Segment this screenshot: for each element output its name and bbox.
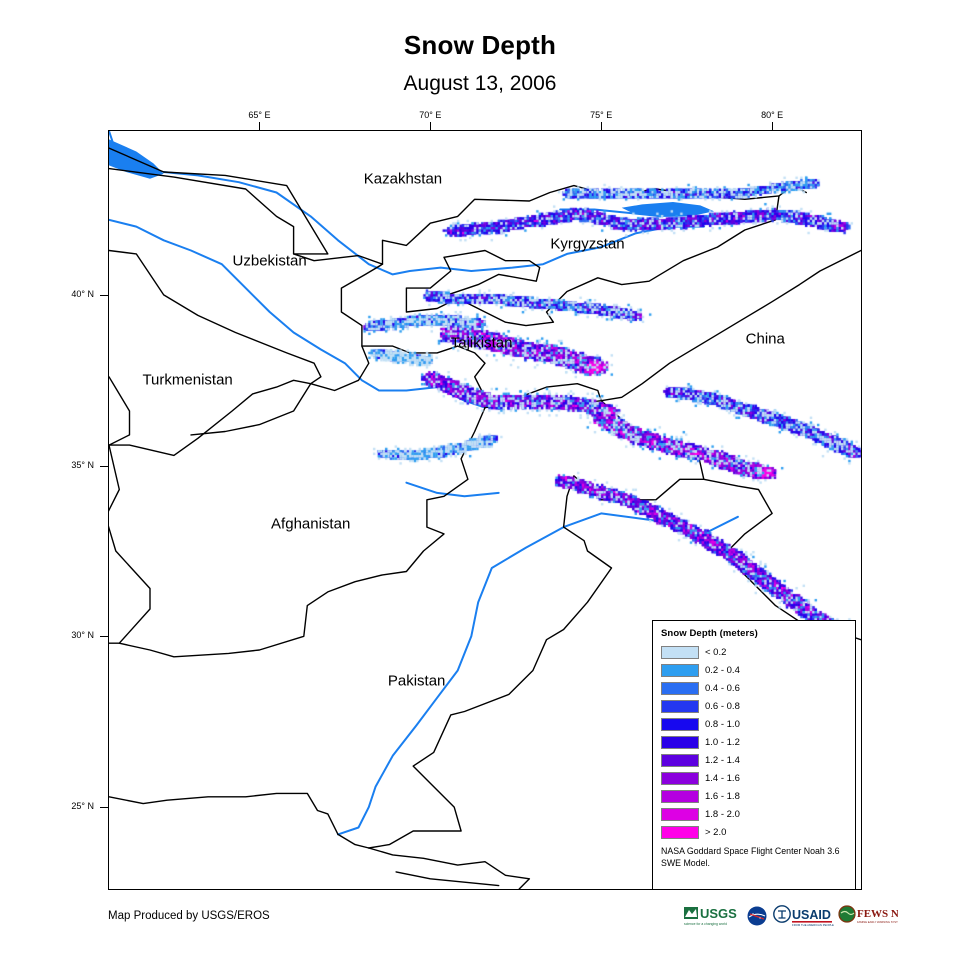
latitude-tick-label-2: 30° N <box>71 630 94 641</box>
legend-row: > 2.0 <box>661 823 855 841</box>
legend-swatch-3 <box>661 699 699 713</box>
country-border-11 <box>109 792 370 849</box>
country-border-1 <box>292 184 807 265</box>
legend-row: 0.4 - 0.6 <box>661 679 855 697</box>
legend-label-7: 1.4 - 1.6 <box>705 772 740 784</box>
svg-text:USGS: USGS <box>700 906 737 921</box>
svg-text:science for a changing world: science for a changing world <box>684 922 727 926</box>
latitude-tick-label-0: 40° N <box>71 288 94 299</box>
longitude-tick-label-0: 65° E <box>248 110 271 120</box>
latitude-tick-mark-3 <box>100 807 108 809</box>
fewsnet-logo: FEWS NET FAMINE EARLY WARNING SYSTEMS NE… <box>838 905 898 927</box>
country-label-turkmenistan: Turkmenistan <box>142 371 233 389</box>
country-border-15 <box>109 376 131 446</box>
legend-label-2: 0.4 - 0.6 <box>705 682 740 694</box>
legend-label-3: 0.6 - 0.8 <box>705 700 740 712</box>
latitude-tick-label-3: 25° N <box>71 801 94 812</box>
map-credit: Map Produced by USGS/EROS <box>108 910 270 922</box>
country-border-7 <box>109 444 151 644</box>
page-title: Snow Depth <box>403 30 557 60</box>
country-border-5 <box>361 345 602 409</box>
latitude-tick-mark-1 <box>100 465 108 467</box>
legend-swatch-2 <box>661 681 699 695</box>
legend-swatch-0 <box>661 645 699 659</box>
country-label-uzbekistan: Uzbekistan <box>232 252 307 270</box>
country-label-afghanistan: Afghanistan <box>271 515 351 533</box>
usgs-logo: USGS science for a changing world <box>684 905 742 927</box>
lake-issyk-kul <box>621 202 714 217</box>
country-border-2 <box>405 195 780 327</box>
legend-box: Snow Depth (meters) < 0.2 0.2 - 0.4 0.4 - … <box>652 620 856 890</box>
legend-row: 1.0 - 1.2 <box>661 733 855 751</box>
legend-row: 1.8 - 2.0 <box>661 805 855 823</box>
country-label-pakistan: Pakistan <box>387 672 446 690</box>
longitude-tick-mark-3 <box>772 122 774 130</box>
legend-row: 1.4 - 1.6 <box>661 769 855 787</box>
legend-swatch-4 <box>661 717 699 731</box>
longitude-tick-mark-1 <box>430 122 432 130</box>
legend-label-8: 1.6 - 1.8 <box>705 790 740 802</box>
nasa-logo <box>746 905 768 927</box>
legend-label-5: 1.0 - 1.2 <box>705 736 740 748</box>
country-border-14 <box>190 383 312 436</box>
svg-text:FROM THE AMERICAN PEOPLE: FROM THE AMERICAN PEOPLE <box>792 923 834 927</box>
legend-attribution: NASA Goddard Space Flight Center Noah 3.… <box>661 846 840 868</box>
legend-row: 0.2 - 0.4 <box>661 661 855 679</box>
legend-label-4: 0.8 - 1.0 <box>705 718 740 730</box>
legend-label-6: 1.2 - 1.4 <box>705 754 740 766</box>
country-border-10 <box>600 249 861 402</box>
longitude-tick-label-1: 70° E <box>419 110 442 120</box>
legend-swatch-8 <box>661 789 699 803</box>
latitude-tick-mark-2 <box>100 636 108 638</box>
longitude-tick-label-2: 75° E <box>590 110 613 120</box>
legend-row: 0.8 - 1.0 <box>661 715 855 733</box>
legend-label-1: 0.2 - 0.4 <box>705 664 740 676</box>
legend-swatch-5 <box>661 735 699 749</box>
legend-row: 0.6 - 0.8 <box>661 697 855 715</box>
legend-class-list: < 0.2 0.2 - 0.4 0.4 - 0.6 0.6 - 0.8 0.8 - 1.… <box>661 643 855 841</box>
longitude-tick-mark-2 <box>601 122 603 130</box>
legend-swatch-7 <box>661 771 699 785</box>
page-subtitle: August 13, 2006 <box>403 72 557 95</box>
country-border-9 <box>703 478 861 641</box>
country-label-kazakhstan: Kazakhstan <box>363 170 443 188</box>
legend-swatch-1 <box>661 663 699 677</box>
legend-label-0: < 0.2 <box>705 646 727 658</box>
longitude-tick-mark-0 <box>259 122 261 130</box>
svg-text:FAMINE EARLY WARNING SYSTEMS N: FAMINE EARLY WARNING SYSTEMS NETWORK <box>857 920 898 924</box>
legend-row: 1.6 - 1.8 <box>661 787 855 805</box>
legend-label-10: > 2.0 <box>705 826 727 838</box>
svg-text:FEWS NET: FEWS NET <box>857 908 898 920</box>
country-label-china: China <box>745 330 785 348</box>
country-label-kyrgyzstan: Kyrgyzstan <box>550 235 625 253</box>
legend-title: Snow Depth (meters) <box>661 628 758 639</box>
country-label-tajikistan: Tajikistan <box>450 334 513 352</box>
legend-swatch-9 <box>661 807 699 821</box>
country-border-12 <box>368 847 531 889</box>
legend-label-9: 1.8 - 2.0 <box>705 808 740 820</box>
legend-row: < 0.2 <box>661 643 855 661</box>
legend-swatch-10 <box>661 825 699 839</box>
latitude-tick-label-1: 35° N <box>71 459 94 470</box>
usaid-logo: USAID FROM THE AMERICAN PEOPLE <box>772 905 834 927</box>
svg-text:USAID: USAID <box>792 908 831 922</box>
country-border-13 <box>395 871 500 887</box>
agency-logo-strip: USGS science for a changing world USAID … <box>684 903 898 929</box>
legend-row: 1.2 - 1.4 <box>661 751 855 769</box>
latitude-tick-mark-0 <box>100 294 108 296</box>
country-border-6 <box>109 406 486 658</box>
legend-swatch-6 <box>661 753 699 767</box>
country-border-4 <box>109 249 322 385</box>
longitude-tick-label-3: 80° E <box>761 110 784 120</box>
